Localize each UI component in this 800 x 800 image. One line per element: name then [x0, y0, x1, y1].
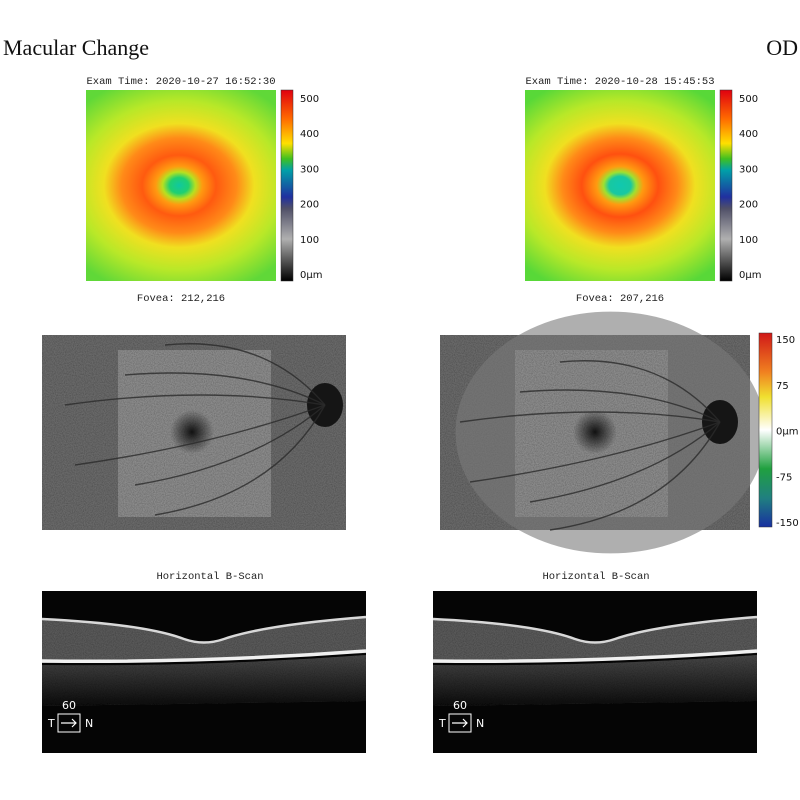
difference-label: 75	[776, 381, 789, 392]
scale-right: N	[476, 717, 484, 730]
scale-box	[448, 713, 472, 733]
retina-layer	[433, 617, 757, 663]
colorbar-label: 300	[300, 164, 319, 175]
difference-colorbar	[758, 332, 773, 528]
bscan-image	[41, 591, 367, 753]
colorbar-label: 0μm	[300, 270, 322, 281]
difference-label: 150	[776, 335, 795, 346]
colorbar-label: 500	[739, 94, 758, 105]
vessel	[529, 421, 721, 503]
report-title: Macular Change	[3, 35, 149, 60]
scale-arrow	[61, 718, 77, 728]
vessel	[64, 394, 326, 406]
choroid	[42, 655, 366, 706]
bscan-title: Horizontal B-Scan	[156, 571, 263, 583]
colorbar	[719, 89, 733, 282]
choroid	[433, 655, 757, 706]
exam-time: Exam Time: 2020-10-27 16:52:30	[86, 76, 275, 88]
colorbar-label: 100	[739, 235, 758, 246]
vessel	[134, 404, 326, 486]
scale-arrow	[452, 718, 468, 728]
colorbar-label: 0μm	[739, 270, 761, 281]
nfl-line	[432, 615, 758, 644]
colorbar-label: 100	[300, 235, 319, 246]
rpe-line	[432, 649, 758, 664]
colorbar-label: 400	[300, 129, 319, 140]
vessel	[519, 389, 721, 423]
colorbar	[280, 89, 294, 282]
vessel	[74, 404, 326, 466]
vessel	[164, 343, 326, 406]
difference-label: 0μm	[776, 427, 798, 438]
vessel	[549, 421, 721, 531]
colorbar-label: 500	[300, 94, 319, 105]
difference-label: -75	[776, 472, 792, 483]
scale-right: N	[85, 717, 93, 730]
thickness-map	[86, 90, 276, 281]
vessel	[124, 372, 326, 406]
fovea-spot	[170, 410, 214, 454]
fovea-spot	[573, 410, 617, 454]
nfl-line	[41, 615, 367, 644]
exam-time: Exam Time: 2020-10-28 15:45:53	[525, 76, 714, 88]
colorbar-label: 400	[739, 129, 758, 140]
difference-label: -150	[776, 518, 799, 529]
colorbar-label: 200	[300, 200, 319, 211]
vessel	[469, 421, 721, 483]
bscan-image	[432, 591, 758, 753]
scale-length: 60	[453, 699, 467, 712]
colorbar-label: 300	[739, 164, 758, 175]
eye-label: OD	[766, 35, 798, 60]
vessel	[154, 404, 326, 516]
retina-layer	[42, 617, 366, 663]
scale-left: T	[438, 717, 446, 730]
bscan-title: Horizontal B-Scan	[542, 571, 649, 583]
scale-left: T	[47, 717, 55, 730]
colorbar-label: 200	[739, 200, 758, 211]
thickness-map	[525, 90, 715, 281]
fovea-label: Fovea: 207,216	[576, 293, 664, 305]
vessel	[459, 411, 721, 423]
scale-length: 60	[62, 699, 76, 712]
fovea-label: Fovea: 212,216	[137, 293, 225, 305]
rpe-line	[41, 649, 367, 664]
fundus-image	[440, 311, 766, 554]
vessel	[559, 360, 721, 423]
scale-box	[57, 713, 81, 733]
fundus-image	[42, 335, 346, 530]
